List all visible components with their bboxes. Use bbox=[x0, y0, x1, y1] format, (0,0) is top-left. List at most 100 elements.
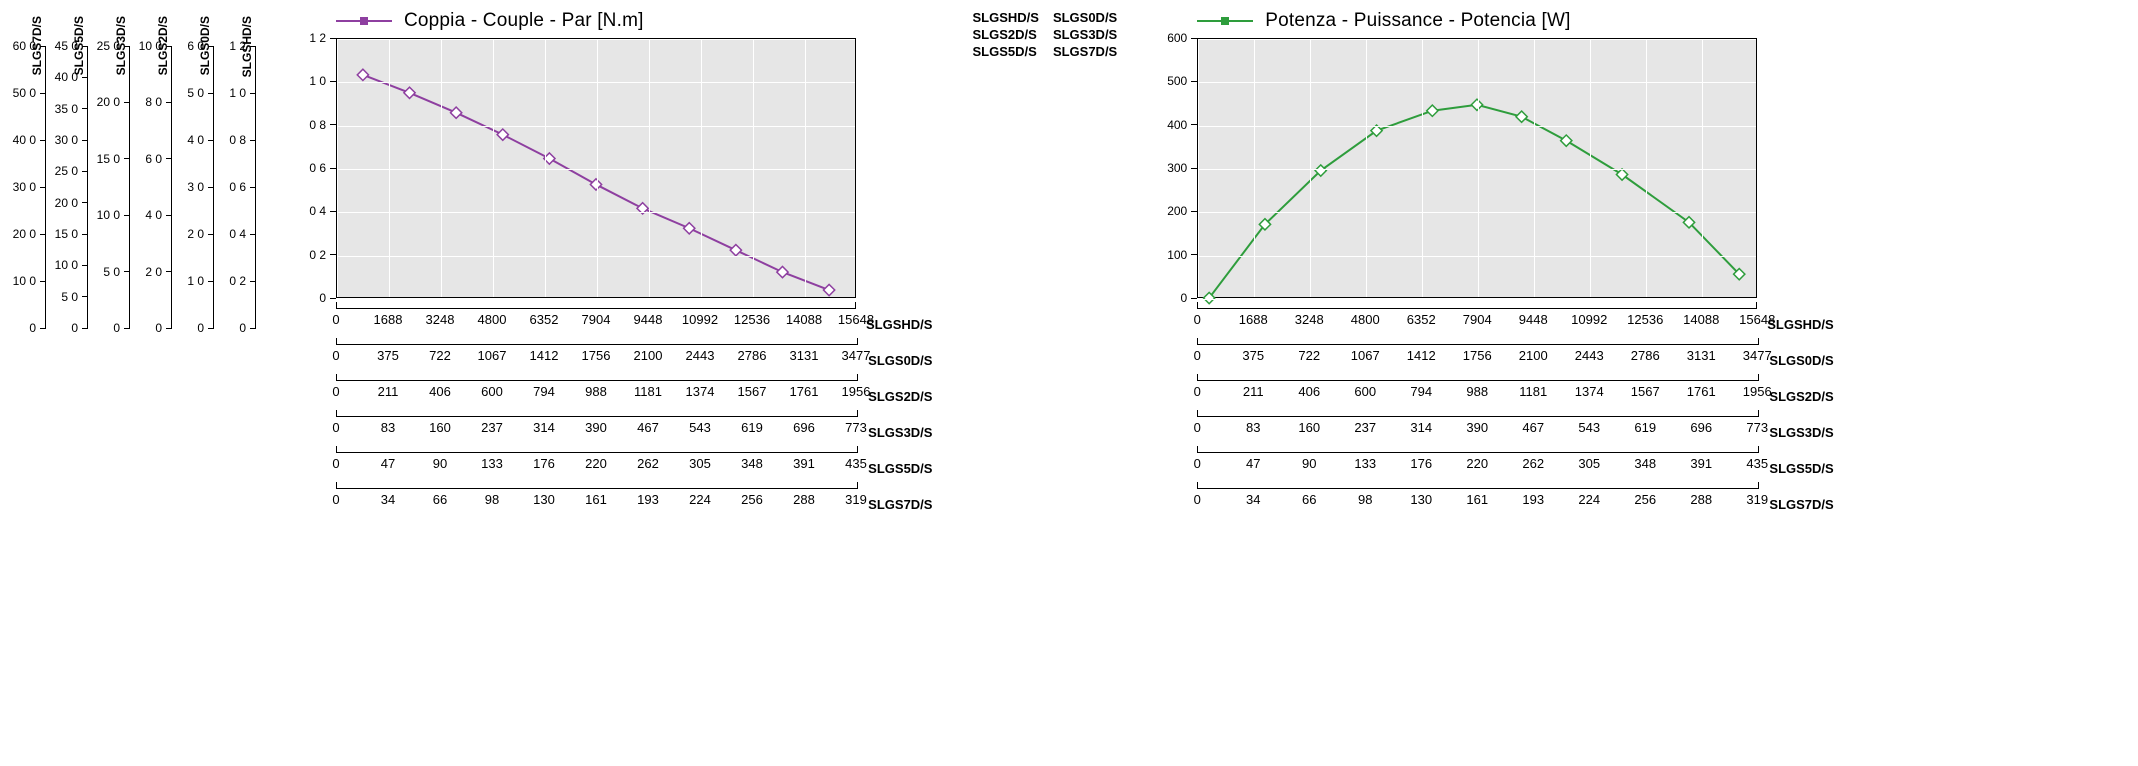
x-axis-row: 021140660079498811811374156717611956SLGS… bbox=[296, 380, 932, 412]
model-label: SLGS0D/S bbox=[1053, 10, 1117, 25]
x-tick-label: 9448 bbox=[634, 312, 663, 327]
y-tick: 10 0 bbox=[13, 274, 46, 288]
x-tick-label: 133 bbox=[481, 456, 503, 471]
x-tick-label: 1374 bbox=[1575, 384, 1604, 399]
y-tick: 300 bbox=[1167, 161, 1197, 175]
x-tick-label: 435 bbox=[845, 456, 867, 471]
y-tick: 200 bbox=[1167, 204, 1197, 218]
x-tick-label: 237 bbox=[481, 420, 503, 435]
x-tick-label: 543 bbox=[1578, 420, 1600, 435]
x-tick-label: 435 bbox=[1746, 456, 1768, 471]
y-tick: 5 0 bbox=[187, 86, 214, 100]
x-tick-label: 262 bbox=[1522, 456, 1544, 471]
y-tick: 25 0 bbox=[97, 39, 130, 53]
x-tick-label: 1412 bbox=[1407, 348, 1436, 363]
model-label: SLGS2D/S bbox=[972, 27, 1038, 42]
x-tick-label: 794 bbox=[1410, 384, 1432, 399]
x-tick-label: 10992 bbox=[682, 312, 718, 327]
y-tick: 5 0 bbox=[103, 265, 130, 279]
power-chart-block: Potenza - Puissance - Potencia [W] 0 100 2… bbox=[1157, 10, 1833, 520]
x-tick-label: 6352 bbox=[530, 312, 559, 327]
x-tick-label: 0 bbox=[332, 492, 339, 507]
y-tick: 15 0 bbox=[55, 227, 88, 241]
left-y-axis: SLGS7D/S010 020 030 040 050 060 0 bbox=[10, 18, 46, 328]
x-tick-label: 375 bbox=[1242, 348, 1264, 363]
x-axis-row: 0346698130161193224256288319SLGS7D/S bbox=[1157, 488, 1833, 520]
x-tick-label: 256 bbox=[1634, 492, 1656, 507]
y-tick: 0 bbox=[197, 321, 214, 335]
left-y-axis: SLGS3D/S05 010 015 020 025 0 bbox=[94, 18, 130, 328]
torque-plot-wrap: 00 20 40 60 81 01 2 bbox=[296, 38, 932, 298]
x-tick-label: 193 bbox=[1522, 492, 1544, 507]
x-tick-label: 1374 bbox=[686, 384, 715, 399]
x-axis-row: 04790133176220262305348391435SLGS5D/S bbox=[1157, 452, 1833, 484]
x-tick-label: 2100 bbox=[1519, 348, 1548, 363]
x-tick-label: 543 bbox=[689, 420, 711, 435]
x-tick-label: 0 bbox=[332, 312, 339, 327]
x-tick-label: 1067 bbox=[478, 348, 507, 363]
x-axis-row: 0168832484800635279049448109921253614088… bbox=[1157, 308, 1833, 340]
y-tick: 0 4 bbox=[309, 204, 336, 218]
x-tick-label: 256 bbox=[741, 492, 763, 507]
x-axis-row: 0346698130161193224256288319SLGS7D/S bbox=[296, 488, 932, 520]
x-tick-label: 1756 bbox=[582, 348, 611, 363]
y-tick: 10 0 bbox=[139, 39, 172, 53]
x-tick-label: 220 bbox=[1466, 456, 1488, 471]
x-tick-label: 1688 bbox=[374, 312, 403, 327]
y-tick: 100 bbox=[1167, 248, 1197, 262]
x-axis-name: SLGS7D/S bbox=[1759, 497, 1833, 512]
y-tick: 0 bbox=[155, 321, 172, 335]
x-axis-name: SLGS5D/S bbox=[858, 461, 932, 476]
x-tick-label: 2786 bbox=[738, 348, 767, 363]
x-tick-label: 391 bbox=[1690, 456, 1712, 471]
torque-y-axis: 00 20 40 60 81 01 2 bbox=[296, 38, 336, 298]
x-tick-label: 391 bbox=[793, 456, 815, 471]
y-tick: 3 0 bbox=[187, 180, 214, 194]
x-tick-label: 237 bbox=[1354, 420, 1376, 435]
y-tick: 1 0 bbox=[229, 86, 256, 100]
x-tick-label: 90 bbox=[1302, 456, 1316, 471]
left-y-axis: SLGS5D/S05 010 015 020 025 030 035 040 0… bbox=[52, 18, 88, 328]
y-tick: 1 2 bbox=[309, 31, 336, 45]
x-tick-label: 406 bbox=[1298, 384, 1320, 399]
x-tick-label: 2100 bbox=[634, 348, 663, 363]
x-tick-label: 314 bbox=[533, 420, 555, 435]
model-label: SLGS7D/S bbox=[1053, 44, 1117, 59]
y-tick: 0 bbox=[319, 291, 336, 305]
x-tick-label: 794 bbox=[533, 384, 555, 399]
x-tick-label: 6352 bbox=[1407, 312, 1436, 327]
x-tick-label: 161 bbox=[585, 492, 607, 507]
x-tick-label: 15648 bbox=[1739, 312, 1775, 327]
x-tick-label: 390 bbox=[585, 420, 607, 435]
x-tick-label: 3248 bbox=[1295, 312, 1324, 327]
x-tick-label: 1956 bbox=[842, 384, 871, 399]
x-tick-label: 3477 bbox=[842, 348, 871, 363]
y-tick: 6 0 bbox=[145, 152, 172, 166]
x-axis-name: SLGS3D/S bbox=[1759, 425, 1833, 440]
x-tick-label: 130 bbox=[1410, 492, 1432, 507]
x-tick-label: 0 bbox=[1194, 384, 1201, 399]
x-tick-label: 305 bbox=[1578, 456, 1600, 471]
y-tick: 40 0 bbox=[13, 133, 46, 147]
power-title: Potenza - Puissance - Potencia [W] bbox=[1265, 10, 1570, 32]
x-tick-label: 224 bbox=[689, 492, 711, 507]
x-tick-label: 1761 bbox=[1687, 384, 1716, 399]
x-tick-label: 375 bbox=[377, 348, 399, 363]
x-tick-label: 10992 bbox=[1571, 312, 1607, 327]
x-tick-label: 3248 bbox=[426, 312, 455, 327]
x-tick-label: 390 bbox=[1466, 420, 1488, 435]
left-y-axis: SLGSHD/S00 20 40 60 81 01 2 bbox=[220, 18, 256, 328]
x-tick-label: 98 bbox=[1358, 492, 1372, 507]
x-tick-label: 3131 bbox=[1687, 348, 1716, 363]
y-tick: 400 bbox=[1167, 118, 1197, 132]
y-tick: 60 0 bbox=[13, 39, 46, 53]
model-label: SLGS3D/S bbox=[1053, 27, 1117, 42]
x-tick-label: 1567 bbox=[738, 384, 767, 399]
x-tick-label: 12536 bbox=[1627, 312, 1663, 327]
power-legend-swatch bbox=[1197, 17, 1253, 25]
x-axis-row: 021140660079498811811374156717611956SLGS… bbox=[1157, 380, 1833, 412]
power-x-axes: 0168832484800635279049448109921253614088… bbox=[1157, 308, 1833, 520]
x-tick-label: 696 bbox=[1690, 420, 1712, 435]
y-tick: 2 0 bbox=[187, 227, 214, 241]
torque-chart-block: Coppia - Couple - Par [N.m] 00 20 40 60 … bbox=[296, 10, 932, 520]
